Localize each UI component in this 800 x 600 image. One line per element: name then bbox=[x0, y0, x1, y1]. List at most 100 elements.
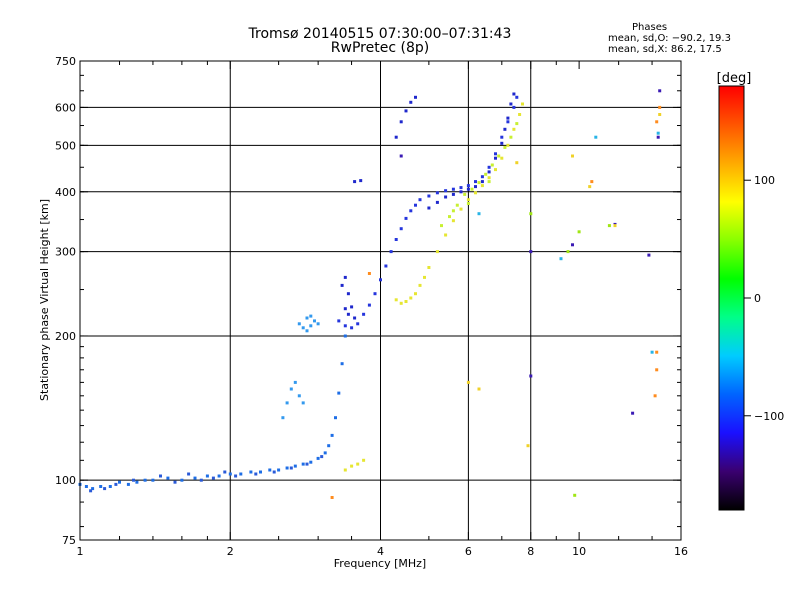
data-point bbox=[463, 192, 467, 196]
data-point bbox=[470, 187, 474, 191]
data-point bbox=[166, 476, 170, 480]
data-point bbox=[440, 224, 443, 228]
data-point bbox=[217, 474, 221, 478]
y-tick-label: 600 bbox=[55, 101, 76, 114]
data-point bbox=[477, 181, 481, 185]
data-point bbox=[509, 102, 513, 106]
data-point bbox=[254, 472, 258, 476]
data-point bbox=[487, 176, 491, 180]
data-point bbox=[529, 250, 533, 254]
data-point bbox=[466, 380, 470, 384]
data-point bbox=[337, 319, 341, 323]
data-point bbox=[399, 120, 403, 124]
data-point bbox=[451, 209, 455, 213]
data-point bbox=[285, 466, 289, 470]
data-point bbox=[289, 466, 293, 470]
data-point bbox=[367, 272, 371, 275]
data-point bbox=[346, 292, 350, 296]
data-point bbox=[423, 275, 426, 279]
data-point bbox=[658, 89, 662, 93]
data-point bbox=[656, 131, 660, 135]
data-point bbox=[309, 460, 313, 464]
data-point bbox=[655, 368, 659, 372]
data-point bbox=[259, 470, 262, 474]
data-point bbox=[459, 186, 463, 190]
data-point bbox=[466, 184, 470, 188]
data-point bbox=[272, 470, 276, 474]
data-point bbox=[571, 243, 574, 247]
data-point bbox=[239, 472, 243, 476]
data-point bbox=[500, 156, 504, 160]
data-point bbox=[466, 198, 470, 202]
data-point bbox=[656, 135, 660, 139]
data-point bbox=[330, 496, 334, 499]
data-point bbox=[487, 180, 491, 184]
data-point bbox=[503, 127, 507, 131]
data-point bbox=[506, 143, 510, 147]
data-point bbox=[435, 250, 439, 254]
data-point bbox=[301, 401, 305, 405]
data-point bbox=[594, 135, 598, 139]
data-point bbox=[277, 468, 281, 472]
x-tick-label: 2 bbox=[227, 545, 234, 558]
data-point bbox=[305, 316, 309, 320]
data-point bbox=[480, 184, 484, 188]
data-point bbox=[309, 314, 313, 318]
colorbar-tick-label: 100 bbox=[754, 174, 775, 187]
data-point bbox=[301, 326, 305, 330]
colorbar: [deg] 100 0 −100 bbox=[717, 71, 784, 511]
data-point bbox=[159, 474, 162, 478]
data-point bbox=[340, 362, 344, 366]
x-tick-label: 6 bbox=[465, 545, 472, 558]
data-point bbox=[362, 312, 366, 316]
data-point bbox=[590, 180, 594, 184]
data-point bbox=[571, 154, 574, 158]
data-point bbox=[526, 444, 530, 448]
y-tick-label: 300 bbox=[55, 246, 76, 259]
data-point bbox=[414, 95, 417, 99]
data-point bbox=[340, 283, 344, 287]
data-point bbox=[414, 292, 417, 296]
data-point bbox=[474, 185, 477, 189]
data-point bbox=[343, 275, 347, 279]
data-point bbox=[631, 411, 635, 415]
data-point bbox=[135, 480, 139, 484]
y-tick-label: 75 bbox=[62, 534, 76, 547]
data-point bbox=[297, 322, 301, 326]
data-point bbox=[466, 202, 470, 205]
data-point bbox=[399, 301, 403, 305]
y-tick-label: 100 bbox=[55, 474, 76, 487]
data-point bbox=[143, 478, 147, 482]
data-point bbox=[394, 135, 398, 139]
data-point bbox=[205, 474, 209, 478]
data-point bbox=[151, 478, 155, 482]
data-point bbox=[444, 195, 448, 199]
x-tick-label: 10 bbox=[572, 545, 586, 558]
data-point bbox=[521, 102, 524, 106]
data-point bbox=[474, 180, 477, 184]
data-point bbox=[435, 200, 439, 204]
data-point bbox=[84, 485, 88, 488]
data-point bbox=[466, 187, 470, 191]
data-point bbox=[249, 470, 253, 474]
data-point bbox=[506, 120, 510, 124]
data-point bbox=[199, 478, 203, 482]
x-tick-label: 8 bbox=[527, 545, 534, 558]
data-point bbox=[480, 175, 484, 179]
data-point bbox=[655, 350, 659, 354]
data-point bbox=[356, 462, 360, 466]
data-point bbox=[108, 485, 112, 488]
data-point bbox=[327, 444, 331, 448]
data-point bbox=[427, 266, 431, 269]
data-point bbox=[103, 487, 107, 491]
data-point bbox=[193, 476, 197, 480]
data-point bbox=[293, 380, 297, 384]
data-point bbox=[353, 316, 357, 320]
data-point bbox=[515, 122, 519, 126]
x-axis-label: Frequency [MHz] bbox=[334, 557, 426, 570]
data-point bbox=[435, 191, 439, 195]
data-point bbox=[234, 474, 238, 478]
data-point bbox=[477, 387, 481, 391]
data-point bbox=[297, 394, 301, 398]
data-point bbox=[444, 233, 448, 237]
